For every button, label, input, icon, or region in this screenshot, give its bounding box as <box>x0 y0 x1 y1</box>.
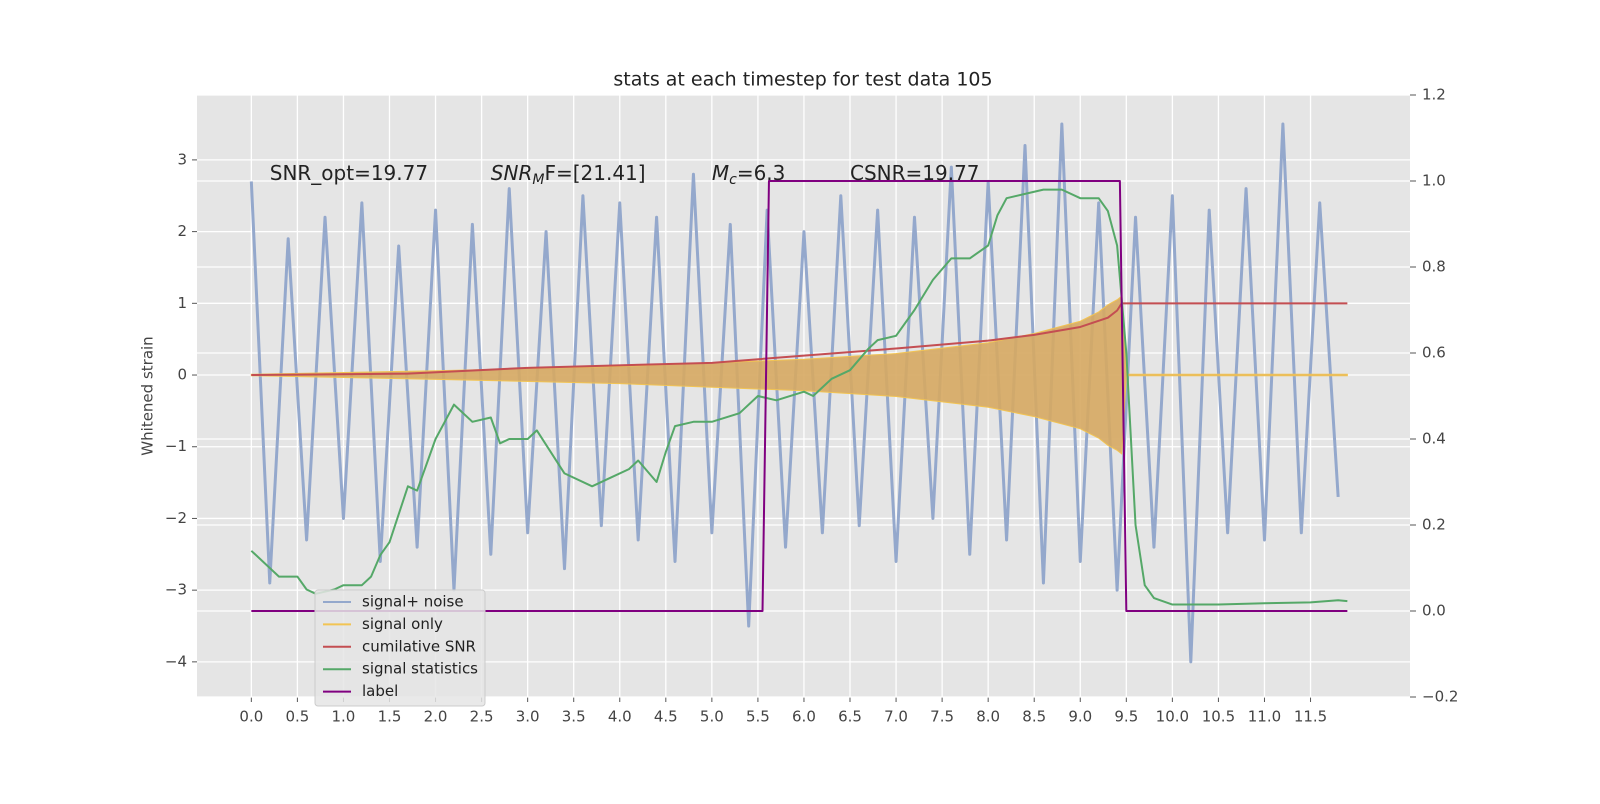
y2-tick-label: −0.2 <box>1422 688 1458 706</box>
x-tick-label: 3.5 <box>562 708 586 726</box>
y-tick-label: 1 <box>177 294 187 312</box>
series-line <box>251 180 1348 612</box>
legend-box <box>314 589 486 707</box>
y2-tick-label: 0.4 <box>1422 430 1446 448</box>
x-tick-label: 11.0 <box>1248 708 1281 726</box>
annotation-sub: c <box>729 172 737 188</box>
y-tick-label: 0 <box>177 366 187 384</box>
x-tick-label: 4.5 <box>654 708 678 726</box>
x-tick-label: 8.0 <box>976 708 1000 726</box>
annotation-sub: M <box>532 172 544 188</box>
y-tick-label: −4 <box>165 652 187 670</box>
x-tick-label: 5.0 <box>700 708 724 726</box>
y-tick-label: −1 <box>165 437 187 455</box>
annotation-part: M <box>712 161 729 185</box>
x-tick-label: 11.5 <box>1294 708 1327 726</box>
x-tick-label: 7.0 <box>884 708 908 726</box>
annotation-part: =6.3 <box>737 161 786 185</box>
x-tick-label: 10.5 <box>1202 708 1235 726</box>
annotation-part: SNR <box>491 161 533 185</box>
y-tick-label: 2 <box>177 222 187 240</box>
annotation-part: F=[21.41] <box>544 161 645 185</box>
legend-label: signal+ noise <box>362 593 464 611</box>
x-tick-label: 1.0 <box>332 708 356 726</box>
x-tick-label: 5.5 <box>746 708 770 726</box>
y-tick-label: 3 <box>177 150 187 168</box>
legend-label: cumilative SNR <box>362 637 476 655</box>
x-tick-label: 0.0 <box>239 708 263 726</box>
annotation-part: SNR_opt=19.77 <box>270 161 428 185</box>
y2-tick-label: 0.0 <box>1422 602 1446 620</box>
y2-tick-label: 0.2 <box>1422 516 1446 534</box>
legend-label: signal only <box>362 615 443 633</box>
annotation: SNR_opt=19.77 <box>270 161 428 185</box>
x-tick-label: 7.5 <box>930 708 954 726</box>
x-tick-label: 6.5 <box>838 708 862 726</box>
x-tick-label: 9.0 <box>1068 708 1092 726</box>
x-tick-label: 0.5 <box>285 708 309 726</box>
x-tick-label: 8.5 <box>1022 708 1046 726</box>
y-axis-label: Whitened strain <box>139 336 157 455</box>
series-line <box>251 302 1348 377</box>
y2-tick-label: 1.0 <box>1422 172 1446 190</box>
chart-title: stats at each timestep for test data 105 <box>613 69 992 91</box>
y-tick-label: −2 <box>165 509 187 527</box>
legend-label: signal statistics <box>362 660 478 678</box>
annotation: Mc=6.3 <box>712 161 786 189</box>
x-tick-label: 3.0 <box>516 708 540 726</box>
x-tick-label: 2.5 <box>470 708 494 726</box>
legend-label: label <box>362 682 398 700</box>
x-tick-label: 4.0 <box>608 708 632 726</box>
y2-tick-label: 0.6 <box>1422 344 1446 362</box>
x-tick-label: 9.5 <box>1114 708 1138 726</box>
y-tick-label: −3 <box>165 581 187 599</box>
x-tick-label: 6.0 <box>792 708 816 726</box>
series-area <box>250 295 1348 455</box>
x-tick-label: 1.5 <box>378 708 402 726</box>
y2-tick-label: 0.8 <box>1422 258 1446 276</box>
series-line <box>250 188 1348 606</box>
annotation: SNRMF=[21.41] <box>491 161 646 189</box>
x-tick-label: 2.0 <box>424 708 448 726</box>
annotation: CSNR=19.77 <box>850 161 980 185</box>
x-tick-label: 10.0 <box>1156 708 1189 726</box>
annotation-part: CSNR=19.77 <box>850 161 980 185</box>
y2-tick-label: 1.2 <box>1422 86 1446 104</box>
